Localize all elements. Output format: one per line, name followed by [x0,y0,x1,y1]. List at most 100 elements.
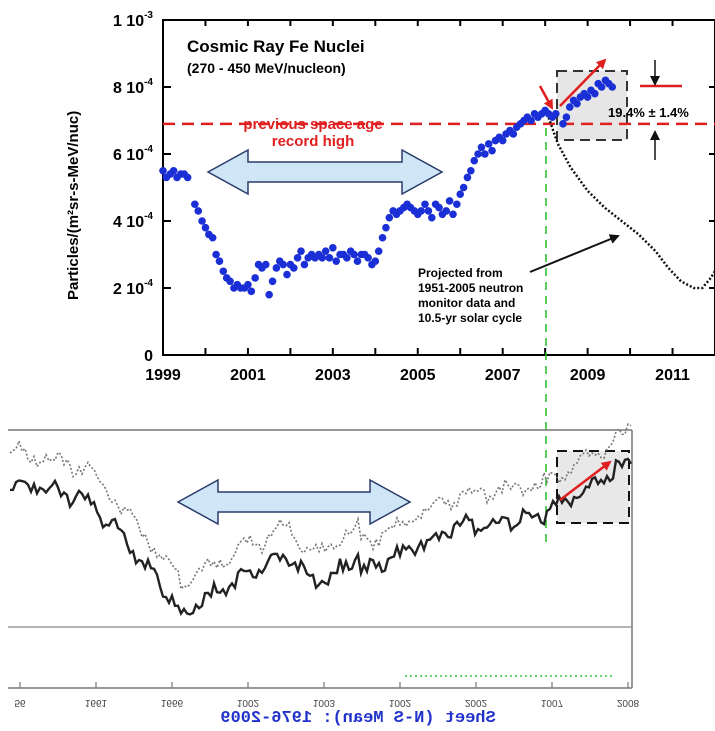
data-point [470,156,479,165]
data-point [597,83,606,91]
projected-line2: 1951-2005 neutron [418,281,523,295]
data-point [293,254,302,262]
data-point [371,257,380,266]
projected-line3: monitor data and [418,296,515,310]
bottom-chart: 56 1661 1666 1002 1003 1002 2002 1007 2008 Sheet… [8,422,640,728]
bottom-x-tick-label: 56 [14,697,26,708]
data-point [427,213,436,222]
data-point [219,267,228,276]
data-point [559,120,567,128]
bottom-x-tick-label: 1002 [237,697,260,708]
bottom-x-tick-label: 2008 [617,697,640,708]
data-point [421,200,429,209]
bottom-x-tick-label: 1003 [313,697,336,708]
data-point [350,250,358,259]
data-point [424,207,433,215]
bottom-x-ticks: 56 1661 1666 1002 1003 1002 2002 1007 2008 [14,682,640,708]
data-point [449,210,457,219]
data-point [201,223,210,232]
y-tick-label: 1 10-3 [113,10,153,30]
bottom-x-tick-label: 1007 [541,697,564,708]
data-point [378,233,387,242]
data-point [498,136,507,145]
data-point [318,254,327,262]
data-point [551,110,560,118]
data-point [353,257,362,266]
bottom-x-tick-label: 1002 [389,697,412,708]
data-point [191,200,199,209]
increase-arrow [559,58,607,107]
data-point [484,140,493,148]
x-tick-label: 2001 [230,367,266,384]
data-point [435,203,443,212]
x-tick-label: 1999 [145,367,181,384]
data-point [321,247,330,255]
record-label-line1: previous space age [243,116,382,133]
data-point [208,233,217,242]
x-axis: 1999 2001 2003 2005 2007 2009 2011 [145,20,715,384]
y-axis: 0 2 10-4 4 10-4 6 10-4 8 10-4 1 10-3 [113,10,715,365]
data-point [417,207,425,215]
data-point [364,254,372,262]
data-point [382,223,390,232]
data-point [591,89,599,98]
bottom-x-tick-label: 1666 [161,697,184,708]
data-point [169,166,178,175]
solar-minimum-double-arrow [206,148,444,196]
data-point [159,166,167,175]
data-point [565,103,574,111]
data-point [332,257,341,266]
data-point [456,190,465,198]
data-point [289,264,298,272]
data-point [481,150,489,158]
pointer-arrow [538,85,554,110]
projected-arrow [529,234,620,273]
data-point [244,280,252,289]
data-point [297,247,305,255]
data-point [467,166,475,175]
data-point [562,113,571,121]
data-point [573,99,581,108]
data-point [212,250,220,259]
chart-subtitle: (270 - 450 MeV/nucleon) [187,60,346,76]
data-point [272,264,281,272]
data-point [488,146,496,155]
x-tick-label: 2007 [485,367,521,384]
x-tick-label: 2009 [570,367,606,384]
data-point [329,244,337,252]
data-point [583,93,592,101]
data-points [159,76,617,299]
data-point [300,260,309,269]
data-point [215,257,224,266]
y-tick-label: 4 10-4 [113,211,153,231]
data-point [226,277,234,286]
data-point [279,260,287,269]
projected-line4: 10.5-yr solar cycle [418,311,522,325]
bottom-x-tick-label: 2002 [465,697,488,708]
data-point [459,183,468,192]
y-tick-label: 8 10-4 [113,77,153,97]
data-point [194,207,203,215]
x-tick-label: 2003 [315,367,351,384]
bottom-double-arrow [176,478,412,526]
data-point [268,277,277,286]
bottom-increase-arrow [559,460,612,501]
data-point [509,130,518,138]
data-point [374,247,383,255]
data-point [251,274,259,282]
y-tick-label: 0 [144,348,153,365]
mirrored-caption: Sheet (N-S Mean): 1976-2009 [220,709,495,726]
data-point [385,213,394,222]
percent-label: 19.4% ± 1.4% [608,105,689,120]
bottom-series-solid [9,457,633,617]
x-tick-label: 2005 [400,367,436,384]
y-tick-label: 2 10-4 [113,278,153,298]
data-point [608,83,617,91]
bottom-highlight-box [556,450,630,524]
data-point [453,200,461,209]
data-point [477,143,486,152]
projected-line1: Projected from [418,266,503,280]
chart-title: Cosmic Ray Fe Nuclei [187,37,365,56]
